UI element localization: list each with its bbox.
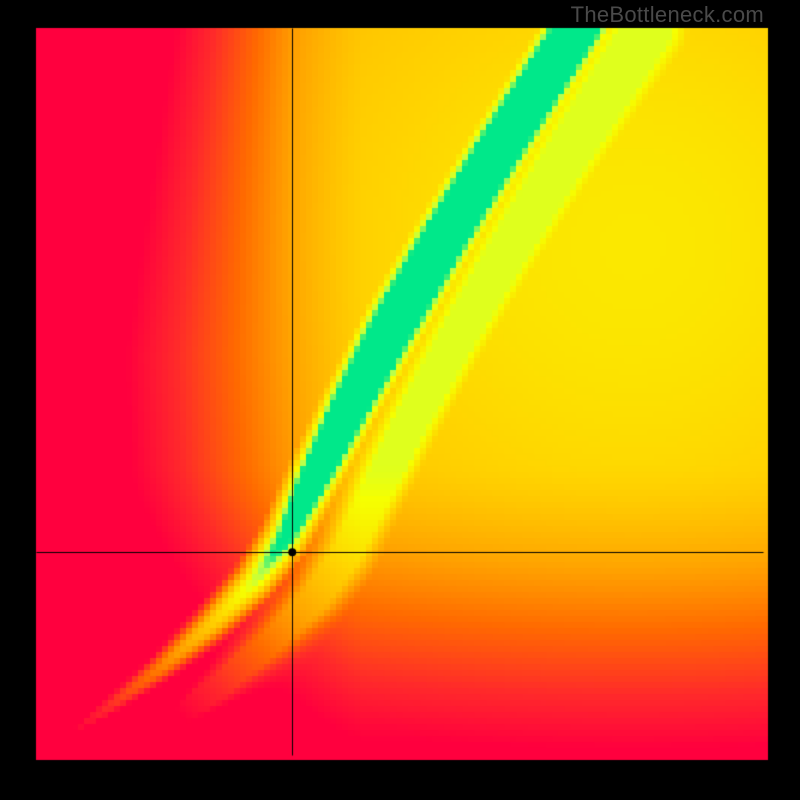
bottleneck-heatmap xyxy=(0,0,800,800)
watermark-text: TheBottleneck.com xyxy=(571,2,764,28)
